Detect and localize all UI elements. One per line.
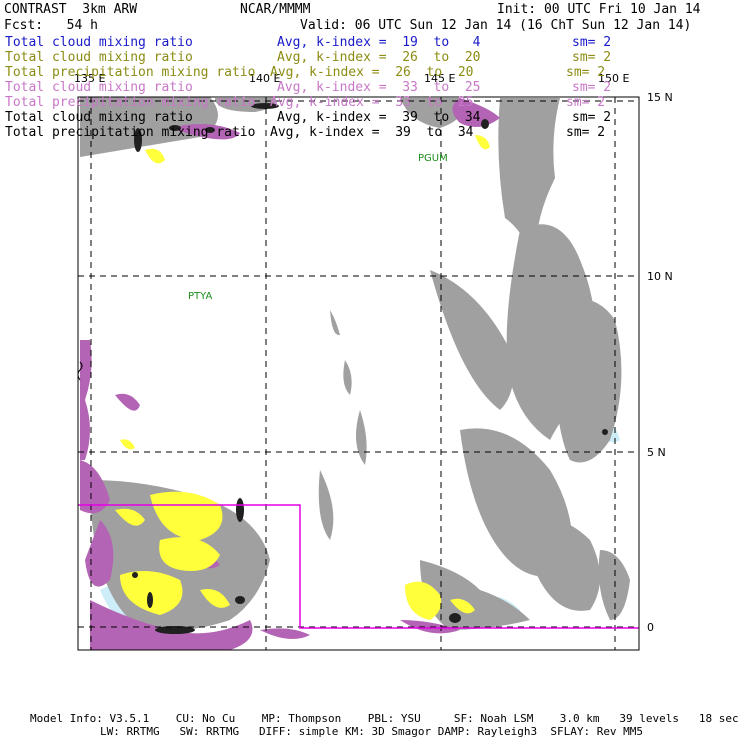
station-pgum: PGUM	[418, 153, 448, 164]
valid-time: Valid: 06 UTC Sun 12 Jan 14 (16 ChT Sun …	[300, 18, 692, 33]
lat-label-0: 0	[647, 621, 654, 634]
legend-row-7-sm: sm= 2	[566, 125, 606, 140]
legend-row-7-range: Avg, k-index = 39 to 34	[270, 125, 474, 140]
legend-row-3-name: Total precipitation mixing ratio	[5, 65, 256, 80]
legend-row-1-sm: sm= 2	[572, 35, 612, 50]
lat-lon-grid	[78, 97, 639, 650]
legend-row-6-range: Avg, k-index = 39 to 34	[277, 110, 481, 125]
legend-row-2-sm: sm= 2	[572, 50, 612, 65]
nested-domain-box	[78, 504, 639, 629]
model-info-line-2: LW: RRTMG SW: RRTMG DIFF: simple KM: 3D …	[100, 725, 644, 738]
lon-label-140: 140 E	[249, 72, 280, 85]
lat-label-10n: 10 N	[647, 270, 673, 283]
legend-row-3-sm: sm= 2	[566, 65, 606, 80]
station-ptya: PTYA	[188, 291, 212, 302]
cloud-purple-field	[80, 98, 500, 650]
init-time: Init: 00 UTC Fri 10 Jan 14	[497, 2, 701, 17]
model-info-line-1: Model Info: V3.5.1 CU: No Cu MP: Thompso…	[30, 712, 739, 725]
legend-row-1-range: Avg, k-index = 19 to 4	[277, 35, 481, 50]
legend-row-4-sm: sm= 2	[572, 80, 612, 95]
organization-label: NCAR/MMMM	[240, 2, 311, 17]
legend-row-6-sm: sm= 2	[572, 110, 612, 125]
legend-row-4-range: Avg, k-index = 33 to 25	[277, 80, 481, 95]
cloud-dark-cores	[132, 103, 608, 634]
legend-row-1-name: Total cloud mixing ratio	[5, 35, 193, 50]
legend-row-7-name: Total precipitation mixing ratio	[5, 125, 256, 140]
lon-label-145: 145 E	[424, 72, 455, 85]
model-title: CONTRAST 3km ARW	[4, 2, 138, 17]
legend-row-2-range: Avg, k-index = 26 to 20	[277, 50, 481, 65]
legend-row-3-range: Avg, k-index = 26 to 20	[270, 65, 474, 80]
legend-row-4-name: Total cloud mixing ratio	[5, 80, 193, 95]
legend-row-5-sm: sm= 2	[566, 95, 606, 110]
legend-row-5-range: Avg, k-index = 33 to 25	[270, 95, 474, 110]
lat-label-5n: 5 N	[647, 446, 666, 459]
legend-row-5-name: Total precipitation mixing ratio	[5, 95, 256, 110]
lon-label-135: 135 E	[74, 72, 105, 85]
lon-label-150: 150 E	[598, 72, 629, 85]
legend-row-2-name: Total cloud mixing ratio	[5, 50, 193, 65]
forecast-hour: Fcst: 54 h	[4, 18, 98, 33]
lat-label-15n: 15 N	[647, 91, 673, 104]
coastline-marks	[77, 361, 83, 381]
legend-row-6-name: Total cloud mixing ratio	[5, 110, 193, 125]
